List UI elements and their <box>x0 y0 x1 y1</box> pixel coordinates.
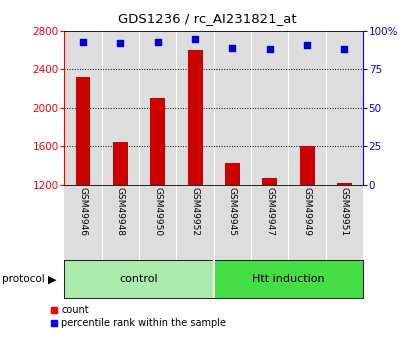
Point <box>229 45 236 51</box>
Text: GSM49952: GSM49952 <box>190 187 200 236</box>
Bar <box>102 31 139 185</box>
Bar <box>326 185 363 260</box>
Bar <box>64 185 102 260</box>
Text: GSM49945: GSM49945 <box>228 187 237 236</box>
Bar <box>139 185 176 260</box>
Text: GSM49950: GSM49950 <box>153 187 162 236</box>
Text: GDS1236 / rc_AI231821_at: GDS1236 / rc_AI231821_at <box>118 12 297 25</box>
Text: control: control <box>120 275 159 284</box>
Text: GSM49949: GSM49949 <box>303 187 312 236</box>
Point <box>304 42 310 48</box>
Bar <box>288 185 326 260</box>
Bar <box>176 185 214 260</box>
Text: GSM49946: GSM49946 <box>78 187 88 236</box>
Point <box>117 41 124 46</box>
Bar <box>326 31 363 185</box>
Bar <box>139 31 176 185</box>
Bar <box>288 31 326 185</box>
Bar <box>188 50 203 185</box>
Bar <box>64 31 102 185</box>
Text: GSM49951: GSM49951 <box>340 187 349 236</box>
Bar <box>337 183 352 185</box>
Text: GSM49948: GSM49948 <box>116 187 125 236</box>
Bar <box>113 142 128 185</box>
Bar <box>64 260 214 298</box>
Bar <box>76 77 90 185</box>
Text: Htt induction: Htt induction <box>252 275 325 284</box>
Text: protocol: protocol <box>2 275 45 284</box>
Text: GSM49947: GSM49947 <box>265 187 274 236</box>
Bar <box>214 185 251 260</box>
Bar <box>251 185 288 260</box>
Bar <box>300 146 315 185</box>
Point <box>192 36 198 41</box>
Point <box>266 47 273 52</box>
Bar <box>251 31 288 185</box>
Bar <box>150 98 165 185</box>
Bar <box>214 260 363 298</box>
Point <box>341 47 348 52</box>
Legend: count, percentile rank within the sample: count, percentile rank within the sample <box>49 303 228 330</box>
Bar <box>262 178 277 185</box>
Point <box>154 39 161 45</box>
Bar <box>176 31 214 185</box>
Bar <box>214 31 251 185</box>
Bar <box>102 185 139 260</box>
Point <box>80 39 86 45</box>
Bar <box>225 162 240 185</box>
Text: ▶: ▶ <box>48 275 56 284</box>
